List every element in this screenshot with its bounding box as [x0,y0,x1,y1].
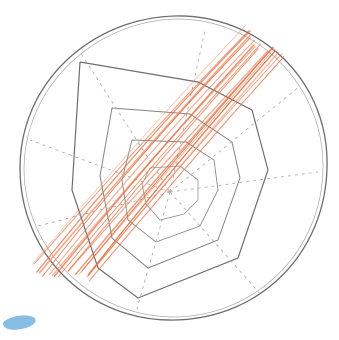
hatch-stroke [41,37,251,278]
hatch-stroke [88,56,285,282]
hatch-stroke [48,39,255,276]
hatch-stroke [79,48,275,275]
hatch-stroke [36,30,251,273]
hatch-stroke [38,34,251,274]
hatch-stroke [67,50,269,272]
hatch-stroke [86,53,283,278]
hatch-stroke [81,46,274,272]
blue-mark [3,315,36,330]
radial-spokes [29,29,319,313]
hatch-stroke [57,43,261,278]
hatch-stroke [33,30,250,265]
hatch-stroke [53,44,255,277]
hatch-stroke [32,24,246,264]
hatch-stroke [74,47,274,276]
orange-hatched-band [32,24,285,282]
hatch-stroke [87,50,276,276]
outer-circle [19,15,328,321]
hatch-stroke [67,48,259,272]
